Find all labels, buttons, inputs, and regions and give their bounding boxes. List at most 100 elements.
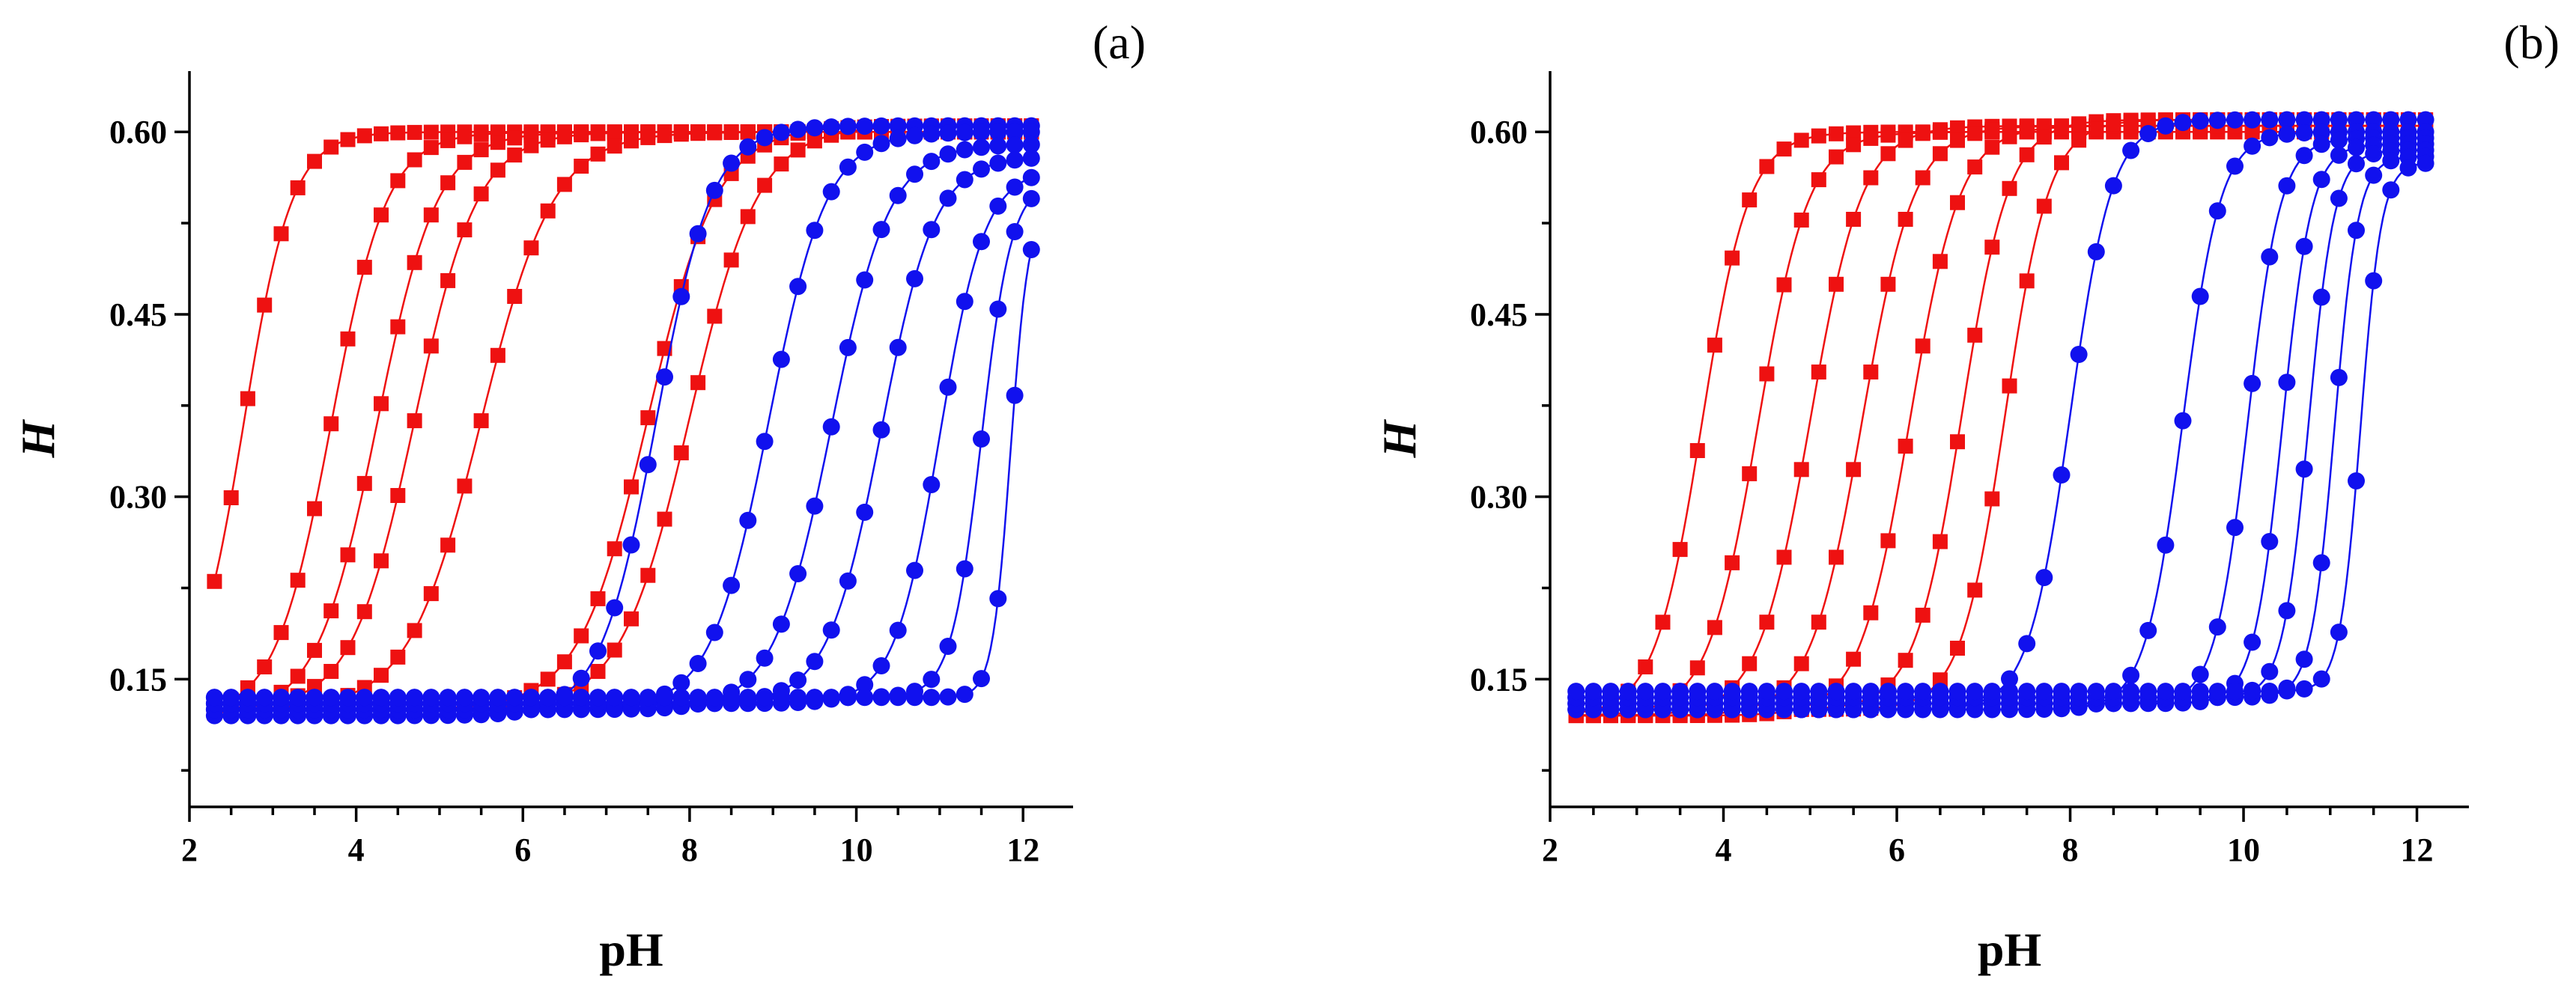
data-point [2244,111,2261,129]
series-blue-6 [205,189,1040,707]
fit-line-blue-4 [1576,143,2426,705]
data-point [856,143,874,161]
x-axis-title: pH [1978,923,2041,976]
data-point [2330,368,2348,386]
data-point [1950,120,1965,135]
data-point [423,140,439,156]
data-point [939,189,957,207]
data-point [323,416,339,432]
data-point [2104,177,2122,195]
x-axis-title: pH [599,923,663,976]
data-point [2191,287,2209,305]
data-point [440,272,456,288]
data-point [423,586,439,602]
x-tick-label: 2 [181,832,198,868]
data-point [457,154,473,170]
data-point [689,689,707,707]
data-point [1829,126,1844,141]
data-point [1966,683,1984,701]
data-point [973,124,990,141]
data-point [2070,683,2088,701]
data-point [307,153,322,169]
data-point [839,158,857,176]
data-point [1811,128,1826,144]
data-point [507,130,523,146]
data-point [457,478,473,494]
data-point [2261,533,2279,550]
data-point [2295,680,2313,698]
data-point [956,141,973,159]
data-point [2140,113,2156,129]
data-point [590,591,606,606]
data-point [640,129,656,145]
data-point [523,240,539,256]
data-point [622,689,640,707]
series-blue-4 [1567,135,2434,713]
data-point [2244,374,2261,392]
data-point [856,503,874,521]
data-point [239,689,257,707]
data-point [2106,116,2121,132]
panel-b: 2 4 6 8 10 12 0.15 0.30 0.45 0.60 pH H (b) [1373,16,2560,976]
data-point [607,125,622,141]
data-point [2330,131,2348,149]
data-point [2019,147,2035,162]
data-point [657,511,672,527]
data-point [923,221,941,239]
data-point [1898,132,1913,148]
data-point [939,638,957,655]
data-point [856,271,874,289]
data-point [390,488,406,503]
data-point [2157,536,2175,554]
data-point [556,177,572,192]
data-point [989,137,1007,155]
data-point [390,649,406,665]
data-point [739,671,757,689]
data-point [1740,683,1758,701]
data-point [273,625,289,641]
fit-line-blue-3 [1576,137,2426,705]
data-point [1863,170,1879,186]
y-tick-label: 0.60 [1470,114,1528,150]
data-point [640,567,656,583]
data-point [372,689,390,707]
data-point [589,689,607,707]
data-point [1967,582,1983,598]
data-point [1846,651,1862,667]
data-point [739,511,757,529]
data-point [806,119,824,137]
data-point [1725,555,1740,570]
data-point [2174,114,2192,132]
data-point [1846,125,1862,141]
data-point [723,252,739,268]
data-point [2330,189,2348,207]
data-point [2382,181,2400,199]
data-point [872,135,890,153]
data-point [340,547,356,563]
data-point [1006,178,1024,196]
data-point [407,413,422,429]
x-tick-label: 6 [514,832,531,868]
y-tick-label: 0.45 [1470,296,1528,333]
data-point [756,129,774,147]
data-point [1759,366,1775,382]
x-tick-label: 2 [1542,832,1558,868]
data-point [539,689,557,707]
data-point [1022,123,1040,141]
data-point [2278,602,2296,620]
data-point [2278,373,2296,391]
data-point [1775,683,1793,701]
data-point [556,689,574,707]
data-point [2019,273,2035,289]
data-point [789,278,807,296]
data-point [1602,683,1620,701]
series-blue-7 [1567,154,2434,701]
data-point [2054,121,2069,136]
data-point [606,599,624,617]
data-point [590,146,606,162]
data-point [455,689,473,707]
data-point [2312,171,2330,189]
data-point [839,118,857,135]
data-point [2348,222,2365,240]
data-point [2295,237,2313,255]
